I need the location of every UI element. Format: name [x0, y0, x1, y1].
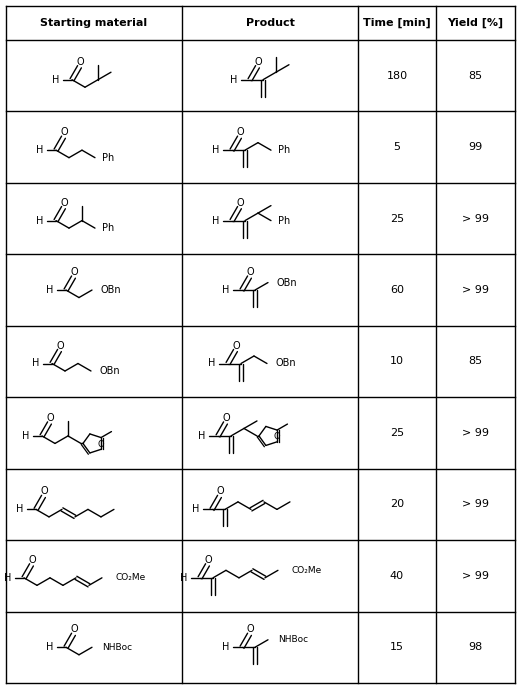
- Text: Product: Product: [245, 18, 294, 28]
- Text: H: H: [212, 145, 219, 155]
- Text: 25: 25: [390, 428, 404, 438]
- Text: O: O: [41, 486, 48, 496]
- Text: NHBoc: NHBoc: [102, 643, 132, 652]
- Text: Ph: Ph: [278, 216, 290, 226]
- Text: H: H: [197, 431, 205, 441]
- Text: 85: 85: [468, 71, 482, 80]
- Text: > 99: > 99: [462, 285, 489, 295]
- Text: OBn: OBn: [277, 278, 297, 288]
- Text: O: O: [233, 340, 240, 351]
- Text: 99: 99: [468, 142, 482, 152]
- Text: O: O: [274, 432, 280, 441]
- Text: H: H: [180, 573, 187, 583]
- Text: O: O: [255, 57, 262, 67]
- Text: H: H: [22, 431, 29, 441]
- Text: O: O: [222, 413, 230, 423]
- Text: H: H: [221, 642, 229, 652]
- Text: > 99: > 99: [462, 500, 489, 509]
- Text: OBn: OBn: [276, 358, 296, 369]
- Text: H: H: [52, 75, 59, 85]
- Text: Yield [%]: Yield [%]: [448, 18, 504, 28]
- Text: O: O: [246, 267, 254, 277]
- Text: 25: 25: [390, 213, 404, 224]
- Text: H: H: [192, 505, 199, 514]
- Text: > 99: > 99: [462, 571, 489, 581]
- Text: O: O: [47, 413, 54, 423]
- Text: H: H: [208, 358, 215, 369]
- Text: H: H: [46, 642, 53, 652]
- Text: H: H: [221, 285, 229, 295]
- Text: OBn: OBn: [100, 366, 120, 376]
- Text: 85: 85: [468, 356, 482, 367]
- Text: Starting material: Starting material: [41, 18, 147, 28]
- Text: O: O: [71, 267, 78, 277]
- Text: > 99: > 99: [462, 213, 489, 224]
- Text: H: H: [230, 75, 237, 85]
- Text: Ph: Ph: [102, 152, 114, 163]
- Text: 20: 20: [390, 500, 404, 509]
- Text: O: O: [57, 340, 64, 351]
- Text: Ph: Ph: [102, 223, 114, 233]
- Text: O: O: [29, 555, 36, 565]
- Text: H: H: [16, 505, 23, 514]
- Text: 40: 40: [390, 571, 404, 581]
- Text: O: O: [60, 198, 68, 208]
- Text: 10: 10: [390, 356, 404, 367]
- Text: H: H: [35, 216, 43, 226]
- Text: OBn: OBn: [101, 285, 121, 295]
- Text: O: O: [71, 624, 78, 634]
- Text: CO₂Me: CO₂Me: [116, 573, 146, 582]
- Text: H: H: [4, 573, 11, 583]
- Text: 5: 5: [393, 142, 401, 152]
- Text: > 99: > 99: [462, 428, 489, 438]
- Text: 15: 15: [390, 642, 404, 652]
- Text: O: O: [217, 486, 225, 496]
- Text: O: O: [205, 555, 213, 565]
- Text: CO₂Me: CO₂Me: [292, 565, 322, 574]
- Text: H: H: [46, 285, 53, 295]
- Text: O: O: [237, 128, 244, 137]
- Text: 98: 98: [468, 642, 482, 652]
- Text: H: H: [32, 358, 39, 369]
- Text: O: O: [98, 440, 104, 449]
- Text: O: O: [246, 624, 254, 634]
- Text: O: O: [237, 198, 244, 208]
- Text: Ph: Ph: [278, 145, 290, 155]
- Text: O: O: [77, 57, 84, 67]
- Text: H: H: [35, 145, 43, 155]
- Text: H: H: [212, 216, 219, 226]
- Text: NHBoc: NHBoc: [278, 635, 308, 644]
- Text: 180: 180: [387, 71, 407, 80]
- Text: 60: 60: [390, 285, 404, 295]
- Text: O: O: [60, 128, 68, 137]
- Text: Time [min]: Time [min]: [363, 18, 431, 28]
